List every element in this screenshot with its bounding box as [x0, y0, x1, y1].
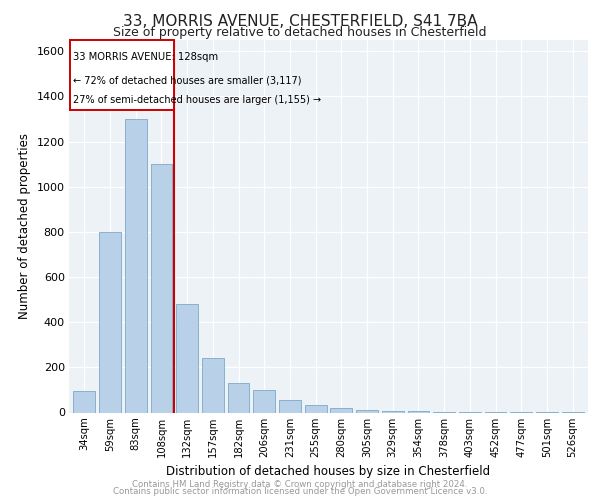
Bar — [305, 404, 326, 412]
Text: Contains HM Land Registry data © Crown copyright and database right 2024.: Contains HM Land Registry data © Crown c… — [132, 480, 468, 489]
Text: 27% of semi-detached houses are larger (1,155) →: 27% of semi-detached houses are larger (… — [73, 95, 322, 105]
Bar — [253, 390, 275, 412]
Text: 33 MORRIS AVENUE: 128sqm: 33 MORRIS AVENUE: 128sqm — [73, 52, 218, 62]
Bar — [99, 232, 121, 412]
Bar — [227, 383, 250, 412]
Text: ← 72% of detached houses are smaller (3,117): ← 72% of detached houses are smaller (3,… — [73, 76, 302, 86]
Bar — [176, 304, 198, 412]
X-axis label: Distribution of detached houses by size in Chesterfield: Distribution of detached houses by size … — [166, 466, 491, 478]
Y-axis label: Number of detached properties: Number of detached properties — [18, 133, 31, 320]
Bar — [125, 119, 147, 412]
Text: 33, MORRIS AVENUE, CHESTERFIELD, S41 7BA: 33, MORRIS AVENUE, CHESTERFIELD, S41 7BA — [123, 14, 477, 29]
Bar — [382, 410, 404, 412]
Bar — [279, 400, 301, 412]
Text: Size of property relative to detached houses in Chesterfield: Size of property relative to detached ho… — [113, 26, 487, 39]
Bar — [73, 391, 95, 412]
FancyBboxPatch shape — [70, 40, 174, 110]
Bar — [356, 410, 378, 412]
Bar — [202, 358, 224, 412]
Bar — [331, 408, 352, 412]
Bar — [151, 164, 172, 412]
Text: Contains public sector information licensed under the Open Government Licence v3: Contains public sector information licen… — [113, 488, 487, 496]
